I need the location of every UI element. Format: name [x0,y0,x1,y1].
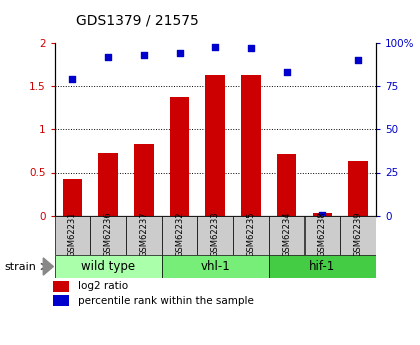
Text: percentile rank within the sample: percentile rank within the sample [78,296,254,306]
Text: GSM62231: GSM62231 [68,212,77,257]
Point [354,58,361,63]
Bar [277,154,297,216]
Bar [197,216,233,255]
Bar [134,144,154,216]
Text: GSM62237: GSM62237 [139,212,148,257]
Bar [233,216,269,255]
Text: GSM62233: GSM62233 [211,212,220,257]
Point [140,52,147,58]
Bar [162,255,269,278]
Bar [53,295,69,306]
Text: GSM62232: GSM62232 [175,212,184,257]
Text: GSM62234: GSM62234 [282,212,291,257]
Bar [304,216,340,255]
Bar [55,216,90,255]
Point [248,46,255,51]
Bar [269,216,304,255]
Bar [340,216,376,255]
Text: wild type: wild type [81,260,135,273]
Point [69,77,76,82]
Text: vhl-1: vhl-1 [200,260,230,273]
Bar [205,75,225,216]
Text: GDS1379 / 21575: GDS1379 / 21575 [76,14,198,28]
Point [283,70,290,75]
Bar [162,216,197,255]
Point [176,51,183,56]
Bar [90,216,126,255]
Bar [241,75,261,216]
Bar [312,213,332,216]
Bar [55,255,162,278]
Bar [269,255,376,278]
Point [212,44,219,49]
Point [105,54,112,60]
Bar [63,179,82,216]
Text: hif-1: hif-1 [309,260,336,273]
Text: GSM62239: GSM62239 [354,212,362,257]
Text: GSM62235: GSM62235 [247,212,255,257]
Text: strain: strain [4,262,36,272]
Point [319,212,326,217]
Bar [348,161,368,216]
Bar [53,281,69,292]
Text: GSM62238: GSM62238 [318,212,327,257]
Text: GSM62236: GSM62236 [104,212,113,257]
Bar [126,216,162,255]
Text: log2 ratio: log2 ratio [78,282,128,292]
Bar [170,97,189,216]
Bar [98,152,118,216]
